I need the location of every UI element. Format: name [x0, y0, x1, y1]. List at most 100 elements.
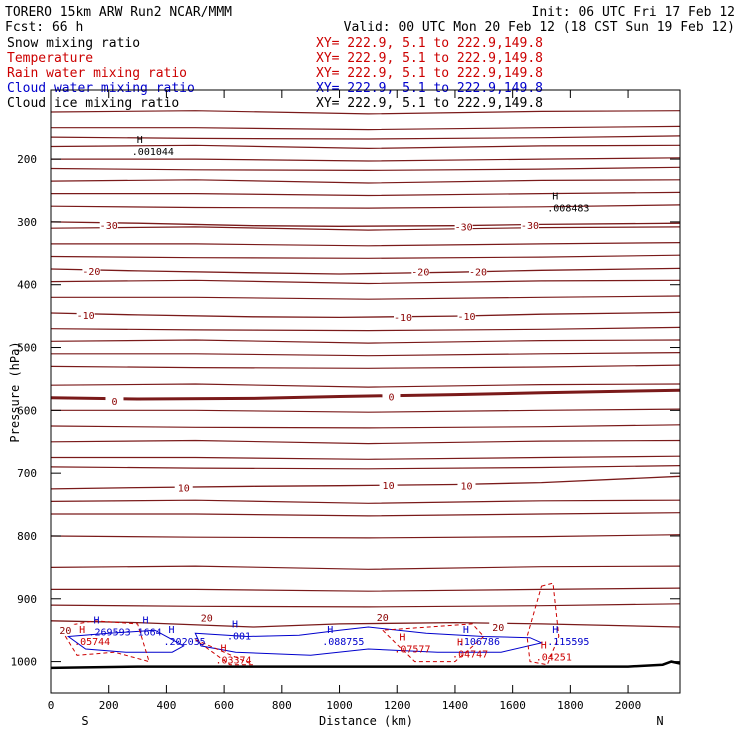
- maximum-value: .088755: [322, 637, 364, 648]
- maximum-value: .269593: [89, 627, 131, 638]
- isotherm-line: [51, 242, 681, 247]
- init-time: Init: 06 UTC Fri 17 Feb 12: [532, 5, 736, 20]
- x-tick-label: 1800: [557, 699, 584, 712]
- contour-label-bg: [457, 479, 476, 491]
- isotherm-20: [50, 620, 681, 628]
- contour-label: 20: [201, 614, 213, 625]
- x-tick-label: 1400: [442, 699, 469, 712]
- contour-label: 0: [111, 397, 117, 408]
- x-tick-label: 1000: [326, 699, 353, 712]
- contour-label-bg: [56, 624, 75, 636]
- contour-label: 10: [460, 482, 472, 493]
- contour-label: -30: [521, 221, 539, 232]
- maximum-marker: H: [143, 615, 149, 626]
- legend-label-0: Snow mixing ratio: [7, 36, 140, 51]
- isotherm-line: [50, 110, 681, 115]
- isotherm-line: [50, 465, 681, 470]
- isotherm-line: [50, 383, 681, 388]
- valid-time: Valid: 00 UTC Mon 20 Feb 12 (18 CST Sun …: [344, 20, 735, 35]
- isotherm-line: [50, 424, 681, 429]
- mixing-ratio-contour: [58, 620, 150, 663]
- maximum-marker: H: [552, 191, 558, 202]
- isotherm-line: [50, 534, 681, 539]
- maximum-value: .001044: [132, 147, 174, 158]
- y-tick-label: 200: [17, 153, 37, 166]
- isotherm-line: [51, 587, 681, 592]
- isotherm-line: [50, 326, 681, 332]
- isotherm-line: [50, 565, 681, 570]
- maximum-marker: H: [327, 625, 333, 636]
- contour-label: -20: [469, 268, 487, 279]
- contour-label: -30: [100, 221, 118, 232]
- terrain-line: [50, 660, 681, 670]
- legend-xy-2: XY= 222.9, 5.1 to 222.9,149.8: [316, 66, 543, 81]
- plot-frame: [50, 89, 681, 694]
- maximum-value: .001: [227, 632, 251, 643]
- maximum-value: .202035: [164, 637, 206, 648]
- maximum-value: .07577: [394, 644, 430, 655]
- contour-label-bg: [197, 611, 216, 623]
- contour-label-bg: [379, 479, 398, 491]
- contour-label-bg: [382, 390, 401, 402]
- legend-label-1: Temperature: [7, 51, 93, 66]
- contour-label: 0: [388, 393, 394, 404]
- maximum-marker: H: [541, 640, 547, 651]
- x-tick-label: 0: [48, 699, 55, 712]
- contour-label-bg: [105, 394, 124, 406]
- contour-label-bg: [489, 621, 508, 633]
- contour-label: 20: [59, 626, 71, 637]
- endpoint-south: S: [81, 714, 88, 728]
- isotherm--20: [50, 267, 681, 275]
- forecast-hour: Fcst: 66 h: [5, 20, 83, 35]
- isotherm--10: [50, 311, 681, 319]
- maximum-value: .115595: [547, 637, 589, 648]
- contour-label-bg: [454, 220, 473, 232]
- legend-label-2: Rain water mixing ratio: [7, 66, 187, 81]
- isotherm-0: [50, 388, 681, 401]
- contour-label: -10: [394, 313, 412, 324]
- maximum-value: .04251: [536, 652, 572, 663]
- contour-label-bg: [520, 219, 539, 231]
- contour-label: -20: [411, 268, 429, 279]
- isotherm-line: [50, 226, 681, 231]
- legend-label-4: Cloud ice mixing ratio: [7, 96, 179, 111]
- contour-label-bg: [76, 308, 95, 320]
- contour-label: -20: [82, 267, 100, 278]
- contour-label-bg: [411, 265, 430, 277]
- mixing-ratio-contour: [66, 629, 185, 653]
- contour-label-bg: [82, 264, 101, 276]
- contour-label: 20: [377, 613, 389, 624]
- x-axis-label: Distance (km): [319, 714, 413, 728]
- x-tick-label: 400: [156, 699, 176, 712]
- isotherm-line: [51, 157, 681, 162]
- y-tick-label: 500: [17, 342, 37, 355]
- contour-label: 20: [492, 623, 504, 634]
- isotherm-line: [50, 135, 681, 140]
- isotherm-line: [50, 499, 681, 504]
- contour-label-bg: [394, 310, 413, 322]
- maximum-marker: H: [79, 625, 85, 636]
- contour-label: 10: [383, 481, 395, 492]
- isotherm-line: [50, 179, 681, 184]
- contour-label: 10: [178, 484, 190, 495]
- legend-label-3: Cloud water mixing ratio: [7, 81, 195, 96]
- y-tick-label: 400: [17, 279, 37, 292]
- isotherm-line: [51, 352, 681, 357]
- isotherm-line: [51, 295, 681, 300]
- contour-label-bg: [174, 481, 193, 493]
- x-tick-label: 2000: [615, 699, 642, 712]
- isotherm-line: [51, 125, 681, 131]
- y-tick-label: 600: [17, 404, 37, 417]
- legend-xy-4: XY= 222.9, 5.1 to 222.9,149.8: [316, 96, 543, 111]
- x-tick-label: 200: [99, 699, 119, 712]
- maximum-value: .03374: [215, 656, 251, 667]
- isotherm-line: [50, 339, 681, 344]
- isotherm-line: [50, 603, 681, 608]
- maximum-marker: H: [137, 135, 143, 146]
- y-tick-label: 300: [17, 216, 37, 229]
- maximum-value: .05744: [74, 637, 110, 648]
- y-axis-label: Pressure (hPa): [8, 341, 22, 442]
- isotherm-10: [50, 475, 681, 490]
